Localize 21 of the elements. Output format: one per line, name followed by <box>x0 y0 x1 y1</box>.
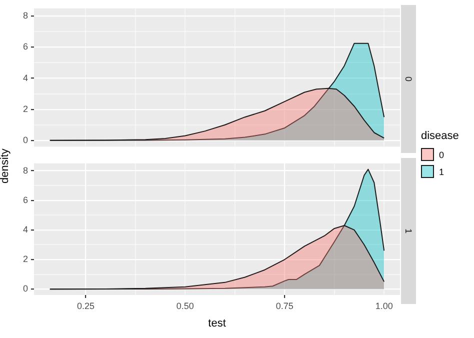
y-tick-label: 2 <box>22 254 28 264</box>
x-tick-label: 0.50 <box>176 300 194 311</box>
x-axis-title: test <box>208 317 226 330</box>
legend-title: disease <box>421 130 459 142</box>
y-tick-label: 6 <box>22 194 28 205</box>
legend-label: 1 <box>439 166 444 176</box>
y-tick-label: 6 <box>22 42 28 52</box>
y-tick-label: 4 <box>22 72 28 83</box>
x-tick-label: 0.75 <box>276 300 294 311</box>
x-tick-label: 0.25 <box>76 300 94 311</box>
text: 0 <box>403 76 414 82</box>
legend-label: 0 <box>439 150 444 160</box>
y-tick-label: 4 <box>22 224 28 234</box>
y-tick-label: 8 <box>22 165 28 176</box>
y-tick-label: 2 <box>22 104 28 114</box>
text: 1 <box>403 228 414 234</box>
x-tick-label: 1.00 <box>375 300 393 311</box>
y-tick-label: 0 <box>22 284 28 294</box>
y-tick-label: 8 <box>22 10 28 21</box>
y-axis-title: density <box>0 148 11 186</box>
y-tick-label: 0 <box>22 134 28 145</box>
